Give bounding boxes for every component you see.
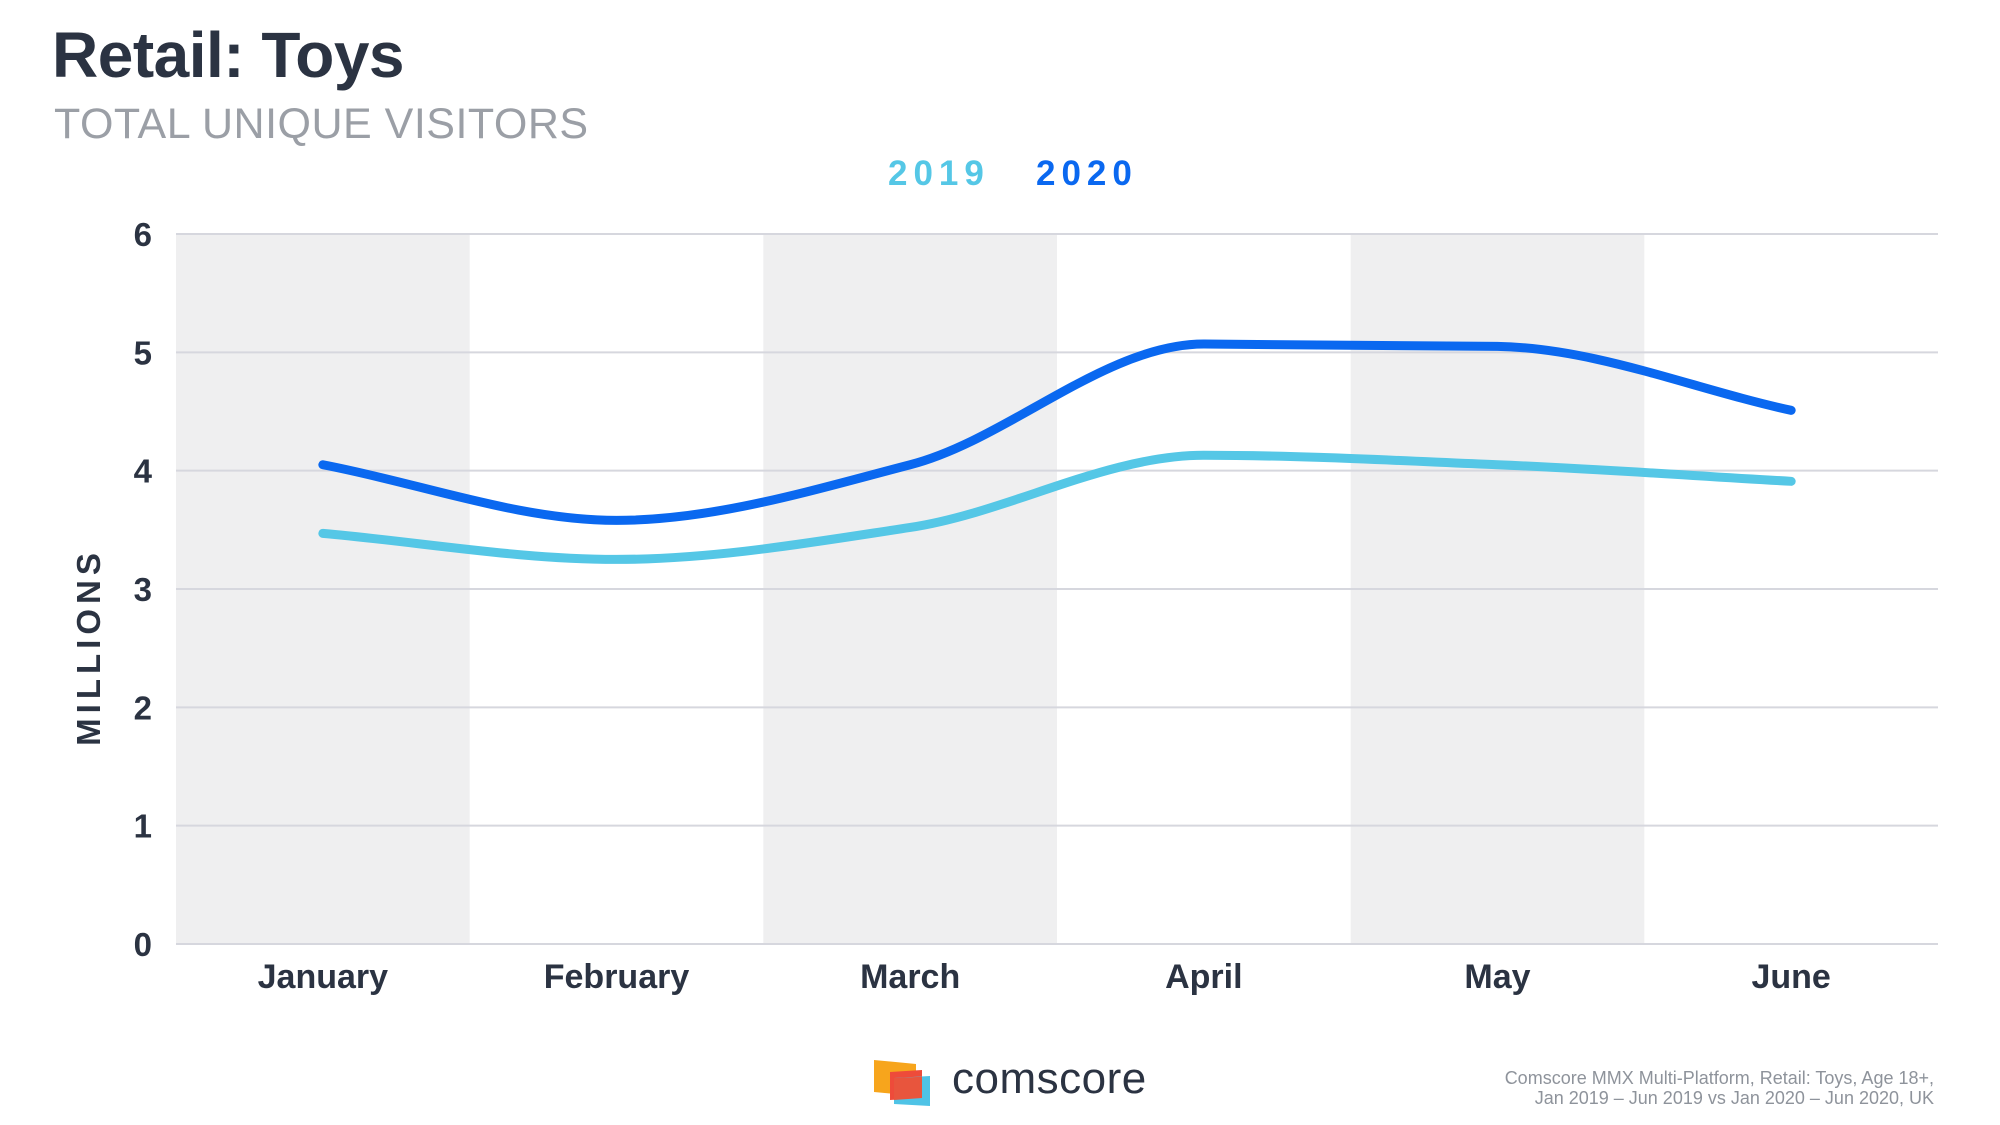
x-tick-label: April bbox=[1165, 958, 1242, 996]
series-line-2020 bbox=[318, 339, 1796, 525]
source-line-2: Jan 2019 – Jun 2019 vs Jan 2020 – Jun 20… bbox=[1534, 1088, 1934, 1108]
series-line-2019 bbox=[318, 450, 1796, 564]
y-axis-ticks: 0 1 2 3 4 5 6 bbox=[134, 216, 153, 963]
y-tick-label: 3 bbox=[134, 571, 152, 608]
x-tick-label: February bbox=[544, 958, 690, 996]
y-tick-label: 4 bbox=[134, 453, 153, 490]
y-tick-label: 1 bbox=[134, 808, 152, 845]
gridlines bbox=[176, 233, 1938, 945]
source-note: Comscore MMX Multi-Platform, Retail: Toy… bbox=[1334, 1068, 1934, 1108]
source-line-1: Comscore MMX Multi-Platform, Retail: Toy… bbox=[1504, 1068, 1934, 1088]
y-tick-label: 5 bbox=[134, 334, 152, 371]
x-tick-label: May bbox=[1464, 958, 1530, 996]
legend-item-2019: 2019 bbox=[888, 154, 990, 193]
logo-wordmark: comscore bbox=[952, 1054, 1147, 1103]
y-tick-label: 2 bbox=[134, 689, 152, 726]
y-tick-label: 0 bbox=[134, 926, 152, 963]
x-tick-label: March bbox=[860, 958, 960, 996]
chart-title: Retail: Toys bbox=[52, 19, 405, 91]
comscore-logo-icon bbox=[874, 1060, 930, 1106]
legend-item-2020: 2020 bbox=[1036, 154, 1138, 193]
y-tick-label: 6 bbox=[134, 216, 152, 253]
x-axis-ticks: January February March April May June bbox=[258, 958, 1831, 996]
series-lines bbox=[318, 339, 1796, 564]
chart-subtitle: TOTAL UNIQUE VISITORS bbox=[54, 100, 589, 148]
comscore-logo: comscore bbox=[872, 1054, 1162, 1108]
x-tick-label: June bbox=[1751, 958, 1830, 996]
legend: 2019 2020 bbox=[0, 154, 2000, 204]
y-axis-label: MILLIONS bbox=[70, 548, 107, 746]
x-tick-label: January bbox=[258, 958, 388, 996]
